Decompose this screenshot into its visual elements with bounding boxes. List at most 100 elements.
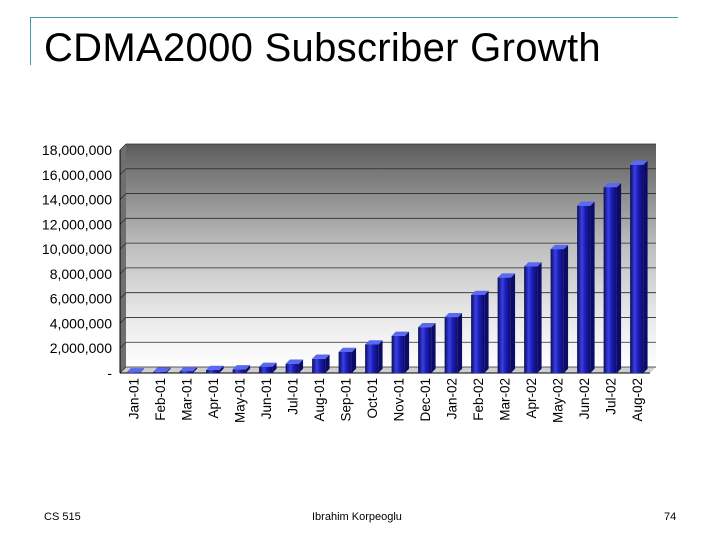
footer-course: CS 515 bbox=[44, 511, 81, 523]
bar bbox=[285, 359, 304, 373]
bar-top bbox=[630, 160, 648, 165]
gridline-diagonal bbox=[119, 193, 127, 200]
bar bbox=[550, 244, 569, 373]
bar-top bbox=[497, 273, 516, 278]
bar-side bbox=[616, 182, 622, 373]
bar bbox=[444, 313, 463, 373]
x-tick-label: Jun-01 bbox=[259, 378, 274, 419]
bar-top bbox=[153, 367, 171, 372]
bar-front bbox=[603, 187, 617, 373]
bar-side bbox=[139, 368, 145, 373]
bar bbox=[179, 366, 198, 373]
bar-side bbox=[510, 273, 516, 373]
bar-top bbox=[285, 359, 304, 364]
bar-side bbox=[404, 331, 410, 373]
bar-top bbox=[391, 331, 410, 336]
slide-frame-top-line bbox=[30, 17, 678, 18]
x-tick-label: May-02 bbox=[550, 378, 565, 423]
gridline-diagonal bbox=[119, 267, 127, 275]
y-tick-label: 6,000,000 bbox=[50, 291, 112, 307]
bar-front bbox=[497, 277, 511, 373]
bar-side bbox=[272, 362, 277, 373]
bar-top bbox=[444, 313, 463, 318]
bar bbox=[312, 354, 330, 373]
bar bbox=[524, 262, 542, 373]
x-tick-label: May-01 bbox=[232, 378, 247, 423]
bar-side bbox=[378, 340, 383, 373]
bar bbox=[338, 347, 357, 373]
bar-chart: - 2,000,000 4,000,000 6,000,000 8,000,000 10,… bbox=[42, 142, 656, 423]
bar-front bbox=[285, 363, 299, 373]
bar-side bbox=[431, 322, 436, 373]
bar bbox=[497, 273, 516, 373]
x-tick-label: Jul-01 bbox=[285, 378, 300, 415]
bar-side bbox=[192, 366, 198, 373]
y-tick-label: 16,000,000 bbox=[42, 167, 112, 183]
y-tick-label: 2,000,000 bbox=[50, 340, 112, 356]
x-tick-label: Mar-02 bbox=[497, 378, 512, 421]
gridline-diagonal bbox=[119, 341, 127, 349]
bar-top bbox=[179, 366, 198, 372]
x-tick-label: Aug-02 bbox=[630, 378, 645, 422]
x-tick-label: Apr-01 bbox=[206, 378, 221, 419]
gridline-diagonal bbox=[119, 168, 127, 176]
footer-author: Ibrahim Korpeoglu bbox=[312, 511, 402, 523]
y-tick-label: 8,000,000 bbox=[50, 266, 112, 282]
bar-front bbox=[444, 317, 458, 373]
y-tick-label: 4,000,000 bbox=[50, 315, 112, 331]
bar-top bbox=[338, 347, 357, 352]
bar-top bbox=[524, 262, 542, 267]
bar-front bbox=[259, 366, 273, 373]
bar-side bbox=[590, 201, 595, 373]
slide-frame-left-line bbox=[30, 17, 31, 65]
x-tick-label: Sep-01 bbox=[338, 378, 353, 422]
bar bbox=[259, 362, 277, 373]
bar-top bbox=[471, 290, 489, 295]
x-tick-label: Aug-01 bbox=[312, 378, 327, 422]
bar bbox=[418, 322, 436, 373]
y-tick-label: - bbox=[107, 365, 112, 381]
bar-front bbox=[338, 351, 352, 373]
bar-side bbox=[298, 359, 304, 373]
bar-top bbox=[418, 322, 436, 328]
bar bbox=[126, 368, 145, 373]
bar bbox=[206, 365, 224, 373]
bar-front bbox=[206, 369, 220, 373]
bar-side bbox=[563, 244, 569, 373]
bar-side bbox=[219, 365, 224, 373]
gridline-diagonal bbox=[119, 218, 127, 225]
y-tick-label: 10,000,000 bbox=[42, 241, 112, 257]
plot-background bbox=[126, 144, 656, 367]
bar bbox=[365, 340, 383, 373]
bar-top bbox=[365, 340, 383, 345]
x-tick-label: Jul-02 bbox=[603, 378, 618, 415]
bar-top bbox=[126, 368, 145, 373]
bar-side bbox=[457, 313, 463, 373]
y-tick-label: 18,000,000 bbox=[42, 142, 112, 158]
x-tick-label: Feb-02 bbox=[471, 378, 486, 421]
x-tick-label: Mar-01 bbox=[179, 378, 194, 421]
x-tick-label: Jun-02 bbox=[577, 378, 592, 419]
bar-front bbox=[471, 294, 485, 373]
bar bbox=[391, 331, 410, 373]
gridline-diagonal bbox=[119, 317, 127, 324]
bar-side bbox=[643, 160, 648, 373]
bar-top bbox=[550, 244, 569, 250]
bar-front bbox=[550, 249, 564, 373]
bar-top bbox=[259, 362, 277, 367]
bar-front bbox=[365, 344, 379, 373]
slide-title: CDMA2000 Subscriber Growth bbox=[44, 26, 601, 70]
bar-top bbox=[577, 201, 595, 206]
bar-front bbox=[577, 205, 591, 373]
bar-side bbox=[166, 367, 171, 373]
bar bbox=[630, 160, 648, 373]
bar bbox=[153, 367, 171, 373]
bar-front bbox=[179, 371, 193, 373]
bar-side bbox=[325, 354, 330, 373]
bar-top bbox=[232, 365, 251, 370]
x-tick-label: Jan-02 bbox=[444, 378, 459, 419]
footer-page-number: 74 bbox=[664, 511, 677, 523]
bar-front bbox=[232, 369, 246, 373]
bar-side bbox=[537, 262, 542, 373]
gridline-diagonal bbox=[119, 366, 127, 374]
